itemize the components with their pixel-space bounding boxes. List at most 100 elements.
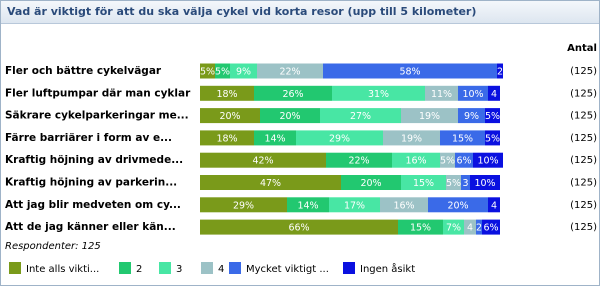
value-label: 18%: [216, 133, 237, 144]
count-label: (125): [570, 111, 597, 122]
value-label: 16%: [393, 200, 414, 211]
value-label: 5%: [200, 67, 215, 78]
value-label: 9%: [464, 111, 479, 122]
value-label: 16%: [405, 156, 426, 167]
bar-segment: [287, 197, 329, 213]
row-label: Att jag blir medveten om cy...: [5, 199, 181, 211]
value-label: 5%: [485, 133, 500, 144]
value-label: 19%: [401, 133, 422, 144]
bar-segment: [296, 130, 383, 146]
bar-segment: [341, 175, 401, 190]
value-label: 10%: [474, 178, 495, 189]
value-label: 31%: [368, 89, 389, 100]
count-label: (125): [570, 66, 597, 77]
bar-segment: [254, 130, 296, 146]
bar-segment: [326, 152, 392, 168]
bar-segment: [380, 197, 428, 213]
bar-segment: [425, 85, 458, 101]
row-label: Säkrare cykelparkeringar me...: [5, 110, 189, 122]
bar-segment: [392, 152, 440, 168]
value-label: 5%: [485, 111, 500, 122]
bar-segment: [200, 152, 326, 168]
legend-swatch: [201, 262, 213, 274]
row-label: Kraftig höjning av drivmede...: [5, 154, 183, 166]
bar-segment: [329, 197, 380, 213]
bar-segment: [461, 175, 470, 190]
legend-label: 3: [176, 264, 182, 275]
value-label: 2: [497, 67, 503, 78]
value-label: 11%: [431, 89, 452, 100]
value-label: 20%: [447, 200, 468, 211]
bar-segment: [401, 175, 446, 190]
count-label: (125): [570, 200, 597, 211]
legend-label: Inte alls vikti...: [26, 264, 99, 275]
value-label: 22%: [348, 156, 369, 167]
legend-swatch: [119, 262, 131, 274]
bar-segment: [200, 108, 260, 124]
bar-segment: [485, 108, 500, 124]
value-label: 66%: [288, 223, 309, 234]
bar-segment: [200, 85, 254, 101]
legend-swatch: [343, 262, 355, 274]
bar-segment: [464, 219, 476, 235]
bar-segment: [257, 63, 323, 79]
bar-segment: [200, 130, 254, 146]
value-label: 2: [476, 223, 482, 234]
value-label: 7%: [446, 223, 461, 234]
row-label: Fler luftpumpar där man cyklar: [5, 87, 191, 99]
value-label: 20%: [360, 178, 381, 189]
value-label: 29%: [329, 133, 350, 144]
legend-label: Ingen åsikt: [360, 262, 415, 275]
value-label: 9%: [236, 67, 251, 78]
value-label: 6%: [483, 223, 498, 234]
value-label: 10%: [462, 89, 483, 100]
value-label: 15%: [413, 178, 434, 189]
value-label: 14%: [297, 200, 318, 211]
legend-label: Mycket viktigt ...: [246, 264, 329, 275]
legend-label: 4: [218, 264, 224, 275]
bar-segment: [458, 108, 485, 124]
bar-segment: [488, 85, 500, 101]
value-label: 29%: [233, 200, 254, 211]
bar-segment: [488, 197, 500, 213]
bar-segment: [260, 108, 320, 124]
chart-title: Vad är viktigt för att du ska välja cyke…: [1, 1, 599, 24]
row-label: Kraftig höjning av parkerin...: [5, 177, 177, 189]
bar-segment: [215, 63, 230, 79]
value-label: 3: [462, 178, 468, 189]
bar-segment: [230, 63, 257, 79]
bar-segment: [446, 175, 461, 190]
count-label: (125): [570, 178, 597, 189]
value-label: 5%: [215, 67, 230, 78]
bar-segment: [443, 219, 464, 235]
legend-swatch: [159, 262, 171, 274]
value-label: 5%: [440, 156, 455, 167]
value-label: 19%: [419, 111, 440, 122]
bar-segment: [440, 152, 455, 168]
count-label: (125): [570, 88, 597, 99]
row-label: Färre barriärer i form av e...: [5, 132, 172, 144]
value-label: 15%: [452, 133, 473, 144]
value-label: 22%: [279, 67, 300, 78]
value-label: 10%: [477, 156, 498, 167]
bar-segment: [485, 130, 500, 146]
value-label: 18%: [216, 89, 237, 100]
value-label: 4: [491, 200, 497, 211]
value-label: 20%: [279, 111, 300, 122]
bar-segment: [476, 219, 482, 235]
bar-segment: [323, 63, 497, 79]
value-label: 14%: [264, 133, 285, 144]
bar-segment: [320, 108, 401, 124]
note: Respondenter: 125: [5, 241, 101, 252]
bar-segment: [332, 85, 425, 101]
bar-segment: [398, 219, 443, 235]
bar-segment: [200, 175, 341, 190]
value-label: 42%: [252, 156, 273, 167]
bar-segment: [200, 219, 398, 235]
bar-segment: [401, 108, 458, 124]
value-label: 58%: [399, 67, 420, 78]
value-label: 5%: [446, 178, 461, 189]
legend-swatch: [229, 262, 241, 274]
